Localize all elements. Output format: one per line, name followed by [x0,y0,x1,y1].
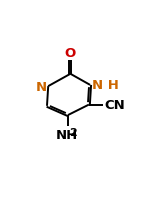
Text: CN: CN [104,99,125,112]
Text: 2: 2 [69,128,77,138]
Text: N H: N H [92,78,118,91]
Text: O: O [65,46,76,59]
Text: NH: NH [56,128,78,141]
Text: N: N [36,80,47,93]
